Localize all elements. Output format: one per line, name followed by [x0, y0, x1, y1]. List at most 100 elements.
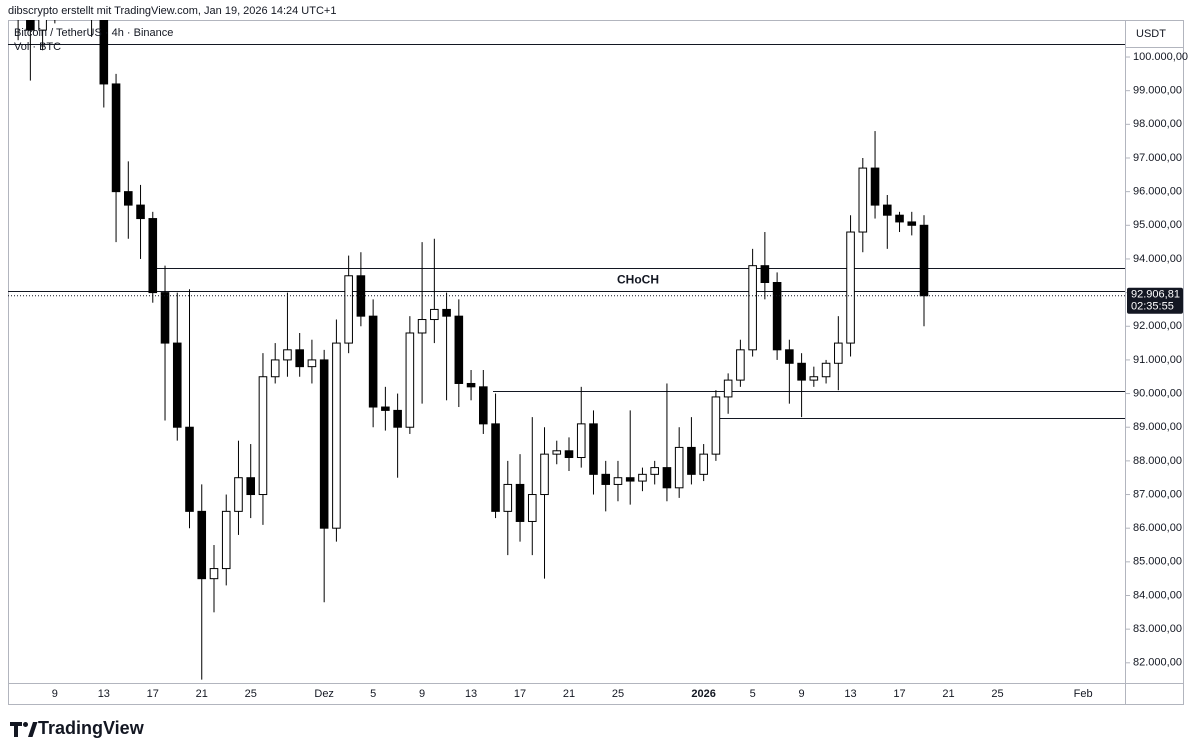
brand: TradingView	[38, 718, 145, 738]
candle-body	[405, 332, 415, 428]
candle-body	[479, 386, 488, 425]
candle-body	[711, 396, 721, 455]
x-tick-label: 21	[196, 688, 208, 700]
candle-body	[381, 406, 390, 411]
candle-body	[430, 308, 439, 321]
candle-body	[638, 473, 647, 482]
candle-body	[307, 359, 317, 368]
x-tick-label: 17	[514, 688, 526, 700]
candle-body	[809, 376, 819, 381]
y-tick-label: 90.000,00	[1133, 387, 1182, 399]
y-tick-label: 85.000,00	[1133, 556, 1182, 568]
candle-body	[613, 477, 623, 485]
y-tick-label: 87.000,00	[1133, 488, 1182, 500]
candle-body	[221, 510, 231, 570]
frame	[8, 20, 1184, 705]
candle-body	[160, 292, 170, 344]
x-tick-label: 25	[245, 688, 257, 700]
candle-body	[650, 467, 659, 475]
x-tick-label: 5	[370, 688, 376, 700]
x-tick-label: 13	[465, 688, 477, 700]
candle-body	[466, 382, 476, 388]
annotation: CHoCH	[617, 272, 659, 286]
x-tick-label: Dez	[314, 688, 334, 700]
y-tick-label: 97.000,00	[1133, 152, 1182, 164]
y-tick-label: 92.000,00	[1133, 320, 1182, 332]
x-tick-label: 21	[942, 688, 954, 700]
candle-body	[760, 265, 770, 284]
candle-body	[895, 214, 904, 223]
y-tick-label: 94.000,00	[1133, 253, 1182, 265]
candle-body	[723, 379, 733, 398]
volume-legend: Vol · BTC	[14, 41, 61, 53]
candle-body	[785, 349, 794, 364]
candle-body	[515, 483, 525, 522]
candle-body	[821, 362, 831, 378]
candle-body	[209, 568, 219, 580]
candle-body	[172, 342, 182, 428]
candle-body	[552, 450, 562, 455]
candle-body	[907, 221, 917, 226]
x-tick-label: 13	[844, 688, 856, 700]
candle-body	[332, 342, 341, 529]
x-tick-label: 21	[563, 688, 575, 700]
candle-body	[283, 349, 292, 361]
candle-body	[687, 446, 696, 475]
candle-body	[625, 477, 635, 482]
candle-body	[124, 191, 133, 206]
y-tick-label: 91.000,00	[1133, 354, 1182, 366]
x-tick-label: 25	[991, 688, 1003, 700]
candle-body	[136, 204, 145, 220]
candle-body	[858, 167, 868, 233]
brand-logo	[10, 722, 38, 737]
y-tick-label: 82.000,00	[1133, 657, 1182, 669]
candle-body	[393, 409, 402, 428]
candle-body	[834, 342, 843, 364]
symbol: Bitcoin / TetherUS · 4h · Binance	[14, 27, 173, 39]
x-tick-label: 25	[612, 688, 624, 700]
y-tick-label: 100.000,00	[1133, 51, 1188, 63]
y-tick-label: 99.000,00	[1133, 85, 1182, 97]
candle-body	[258, 376, 268, 496]
x-tick-label: 13	[98, 688, 110, 700]
candle-body	[295, 349, 304, 368]
candle-body	[491, 423, 500, 512]
candle-body	[111, 83, 121, 193]
candle-body	[246, 477, 256, 496]
credit: dibscrypto erstellt mit TradingView.com,…	[8, 5, 336, 17]
x-tick-label: 5	[750, 688, 756, 700]
candle-body	[234, 477, 243, 512]
candle-body	[564, 450, 574, 459]
y-tick-label: 86.000,00	[1133, 522, 1182, 534]
currency: USDT	[1136, 28, 1166, 40]
candle-body	[662, 467, 672, 489]
candle-body	[601, 473, 611, 485]
y-tick-label: 88.000,00	[1133, 455, 1182, 467]
candle-body	[699, 453, 708, 475]
x-tick-label: 9	[419, 688, 425, 700]
candle-body	[674, 446, 684, 489]
candle-body	[356, 275, 366, 317]
candle-body	[454, 315, 464, 384]
logo-slash	[28, 722, 38, 737]
candle-body	[148, 218, 158, 294]
candle-body	[319, 359, 329, 529]
y-tick-label: 95.000,00	[1133, 219, 1182, 231]
candle-body	[736, 349, 745, 381]
logo-mark	[10, 722, 22, 737]
candle-body	[589, 423, 598, 475]
candle-body	[503, 483, 513, 512]
candle-body	[797, 362, 806, 381]
candle-body	[368, 315, 378, 408]
candle-body	[882, 204, 892, 216]
x-tick-label: 9	[52, 688, 58, 700]
candle-body	[270, 359, 280, 378]
y-tick-label: 84.000,00	[1133, 589, 1182, 601]
countdown: 02:35:55	[1131, 301, 1174, 313]
logo-dot	[23, 722, 28, 727]
x-tick-label: 2026	[691, 688, 715, 700]
y-tick-label: 96.000,00	[1133, 186, 1182, 198]
